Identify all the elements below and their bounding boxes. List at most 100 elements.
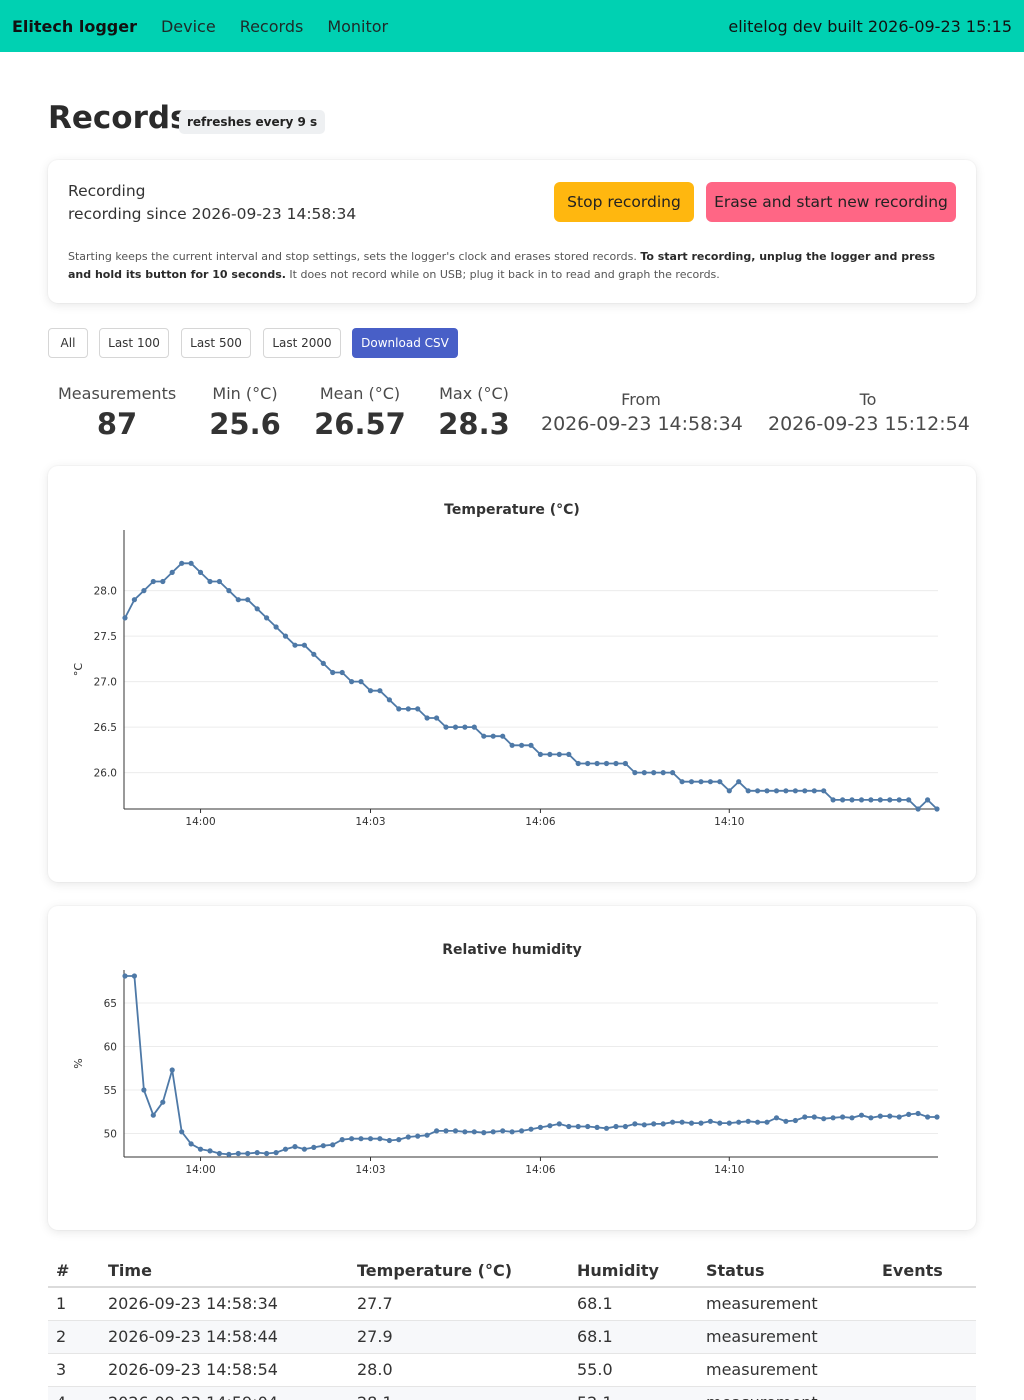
data-point <box>575 1123 581 1130</box>
brand-link[interactable]: Elitech logger <box>12 16 137 36</box>
stop-recording-button[interactable]: Stop recording <box>554 182 694 222</box>
col-header-humidity: Humidity <box>569 1255 698 1288</box>
data-point <box>528 1126 534 1132</box>
data-point <box>122 973 128 979</box>
data-point <box>575 760 581 767</box>
data-point <box>802 788 808 794</box>
data-point <box>264 615 270 621</box>
data-point <box>603 1125 610 1131</box>
data-point <box>264 1150 270 1157</box>
data-point <box>500 733 506 739</box>
nav-link-records[interactable]: Records <box>239 16 304 36</box>
data-point <box>490 733 496 739</box>
cell-temperature: 27.9 <box>349 1320 569 1354</box>
data-point <box>585 1123 591 1130</box>
col-header-time: Time <box>100 1255 349 1288</box>
data-point <box>188 1141 194 1147</box>
data-point <box>821 788 827 794</box>
data-point <box>292 642 298 648</box>
y-axis-label: °C <box>72 663 85 677</box>
data-point <box>773 788 780 794</box>
data-point <box>660 770 666 776</box>
filter-all-button[interactable]: All <box>48 328 88 358</box>
data-point <box>500 1128 506 1134</box>
cell-time: 2026-09-23 14:59:04 <box>100 1386 349 1400</box>
data-point <box>632 770 638 776</box>
cell-events <box>874 1386 976 1400</box>
data-point <box>925 1114 931 1120</box>
data-point <box>783 1118 789 1124</box>
download-csv-button[interactable]: Download CSV <box>352 328 458 358</box>
data-point <box>311 651 317 657</box>
data-point <box>698 1120 704 1126</box>
data-point <box>301 642 307 648</box>
data-point <box>603 760 610 767</box>
data-point <box>547 1123 553 1129</box>
data-point <box>311 1144 317 1150</box>
y-axis-label: % <box>72 1058 85 1068</box>
cell-status: measurement <box>698 1287 874 1321</box>
data-point <box>887 797 893 803</box>
data-point <box>651 1121 657 1127</box>
filter-last-2000-button[interactable]: Last 2000 <box>263 328 341 358</box>
cell-humidity: 68.1 <box>569 1320 698 1354</box>
data-point <box>169 569 175 575</box>
data-point <box>377 688 383 694</box>
data-point <box>367 688 374 694</box>
data-point <box>424 715 430 721</box>
nav-link-device[interactable]: Device <box>160 16 216 36</box>
y-tick-label: 55 <box>104 1085 117 1097</box>
data-point <box>811 788 817 794</box>
data-point <box>377 1136 383 1142</box>
data-point <box>660 1121 666 1127</box>
data-point <box>339 669 345 676</box>
data-point <box>509 1129 515 1135</box>
data-point <box>245 1150 251 1157</box>
data-point <box>594 760 600 767</box>
data-point <box>688 1120 695 1126</box>
data-point <box>415 706 421 712</box>
cell-index: 3 <box>48 1353 100 1387</box>
y-tick-label: 50 <box>104 1129 117 1141</box>
stat-label: From <box>621 390 661 409</box>
data-point <box>282 1146 289 1152</box>
refresh-tag: refreshes every 9 s <box>179 110 326 134</box>
data-point <box>226 1151 232 1157</box>
data-point <box>160 578 166 585</box>
data-point <box>537 1124 543 1130</box>
data-point <box>519 1128 525 1134</box>
col-header-status: Status <box>698 1255 874 1288</box>
data-point <box>622 760 629 767</box>
cell-humidity: 52.1 <box>569 1386 698 1400</box>
filter-last-500-button[interactable]: Last 500 <box>181 328 251 358</box>
data-point <box>877 797 883 803</box>
data-point <box>877 1113 883 1119</box>
cell-index: 2 <box>48 1320 100 1354</box>
erase-start-button[interactable]: Erase and start new recording <box>706 182 956 222</box>
humidity-chart-card: Relative humidity 50 55 60 65% 14:00 14:03 14:0… <box>48 906 976 1230</box>
data-point <box>773 1115 780 1121</box>
data-point <box>386 1137 392 1144</box>
cell-temperature: 28.0 <box>349 1353 569 1387</box>
page-title: Records <box>48 100 189 136</box>
data-point <box>188 560 194 566</box>
data-point <box>471 724 477 730</box>
data-point <box>556 751 562 757</box>
filter-last-100-button[interactable]: Last 100 <box>99 328 169 358</box>
data-point <box>670 770 676 776</box>
data-point <box>707 1118 714 1124</box>
data-point <box>131 973 137 979</box>
stat-label: Mean (°C) <box>319 384 401 403</box>
stat-mean: Mean (°C) 26.57 <box>310 384 410 441</box>
nav-link-monitor[interactable]: Monitor <box>327 16 389 36</box>
data-point <box>160 1099 166 1105</box>
data-point <box>405 706 411 712</box>
data-point <box>320 660 326 666</box>
data-point <box>396 1137 402 1143</box>
y-tick-label: 26.0 <box>94 768 117 780</box>
data-point <box>858 797 865 803</box>
data-point <box>339 1137 345 1143</box>
data-point <box>197 1146 204 1152</box>
cell-temperature: 27.7 <box>349 1287 569 1321</box>
data-point <box>141 588 147 594</box>
